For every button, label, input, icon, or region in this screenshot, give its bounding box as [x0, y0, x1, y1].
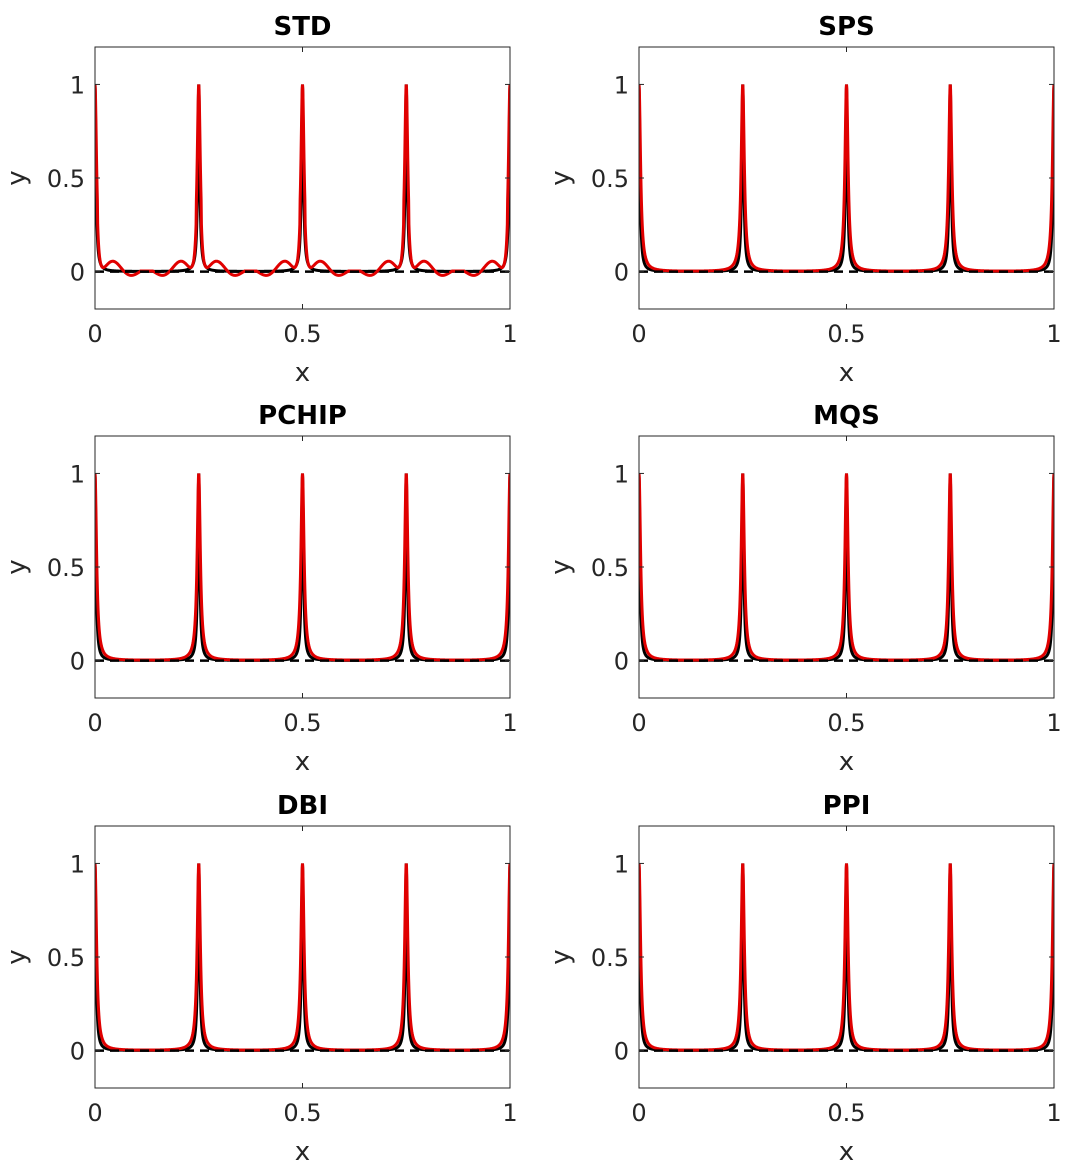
y-axis-label: y [546, 559, 576, 574]
y-tick-label: 1 [614, 71, 629, 99]
x-axis-label: x [839, 358, 854, 388]
x-tick-label: 0.5 [283, 1099, 321, 1127]
x-tick-label: 1 [502, 709, 517, 737]
y-tick-label: 1 [70, 71, 85, 99]
x-axis-label: x [295, 1137, 310, 1167]
x-axis-label: x [295, 747, 310, 777]
panel-ppi: PPI 0 0.5 1 0 0.5 1 x y [546, 791, 1062, 1167]
y-tick-label: 0.5 [47, 165, 85, 193]
interpolant-line [95, 84, 510, 277]
y-tick-label: 0.5 [591, 165, 629, 193]
x-tick-label: 0 [631, 709, 646, 737]
y-tick-label: 0 [70, 648, 85, 676]
y-tick-label: 0 [614, 1038, 629, 1066]
x-tick-label: 0 [87, 1099, 102, 1127]
x-axis-label: x [295, 358, 310, 388]
y-tick-label: 1 [70, 460, 85, 488]
y-tick-label: 0.5 [47, 944, 85, 972]
y-tick-label: 1 [614, 850, 629, 878]
x-tick-label: 0.5 [827, 320, 865, 348]
x-tick-label: 1 [502, 320, 517, 348]
x-tick-label: 1 [1046, 709, 1061, 737]
panel-pchip: PCHIP 0 0.5 1 0 0.5 1 x y [2, 401, 518, 777]
x-tick-label: 0 [631, 320, 646, 348]
y-axis-label: y [546, 949, 576, 964]
x-tick-label: 1 [1046, 320, 1061, 348]
y-tick-label: 0 [70, 259, 85, 287]
x-tick-label: 0 [631, 1099, 646, 1127]
panel-std: STD 0 0.5 1 0 0.5 1 x y [2, 12, 518, 388]
x-tick-label: 0.5 [827, 709, 865, 737]
panel-title: MQS [813, 401, 880, 431]
y-axis-label: y [2, 170, 32, 185]
y-tick-label: 0 [70, 1038, 85, 1066]
x-tick-label: 1 [1046, 1099, 1061, 1127]
panel-mqs: MQS 0 0.5 1 0 0.5 1 x y [546, 401, 1062, 777]
y-axis-label: y [2, 559, 32, 574]
x-tick-label: 1 [502, 1099, 517, 1127]
panel-title: PPI [823, 791, 871, 821]
y-tick-label: 0 [614, 648, 629, 676]
y-axis-label: y [546, 170, 576, 185]
panel-dbi: DBI 0 0.5 1 0 0.5 1 x y [2, 791, 518, 1167]
panel-title: DBI [277, 791, 328, 821]
x-axis-label: x [839, 1137, 854, 1167]
panel-title: PCHIP [258, 401, 347, 431]
panel-sps: SPS 0 0.5 1 0 0.5 1 x y [546, 12, 1062, 388]
x-tick-label: 0.5 [283, 320, 321, 348]
x-tick-label: 0.5 [827, 1099, 865, 1127]
y-tick-label: 0.5 [591, 944, 629, 972]
x-axis-label: x [839, 747, 854, 777]
y-tick-label: 0 [614, 259, 629, 287]
y-tick-label: 1 [614, 460, 629, 488]
x-tick-label: 0 [87, 320, 102, 348]
y-tick-label: 0.5 [591, 554, 629, 582]
panel-title: STD [273, 12, 331, 42]
y-tick-label: 0.5 [47, 554, 85, 582]
x-tick-label: 0.5 [283, 709, 321, 737]
panel-title: SPS [818, 12, 875, 42]
x-tick-label: 0 [87, 709, 102, 737]
y-axis-label: y [2, 949, 32, 964]
y-tick-label: 1 [70, 850, 85, 878]
